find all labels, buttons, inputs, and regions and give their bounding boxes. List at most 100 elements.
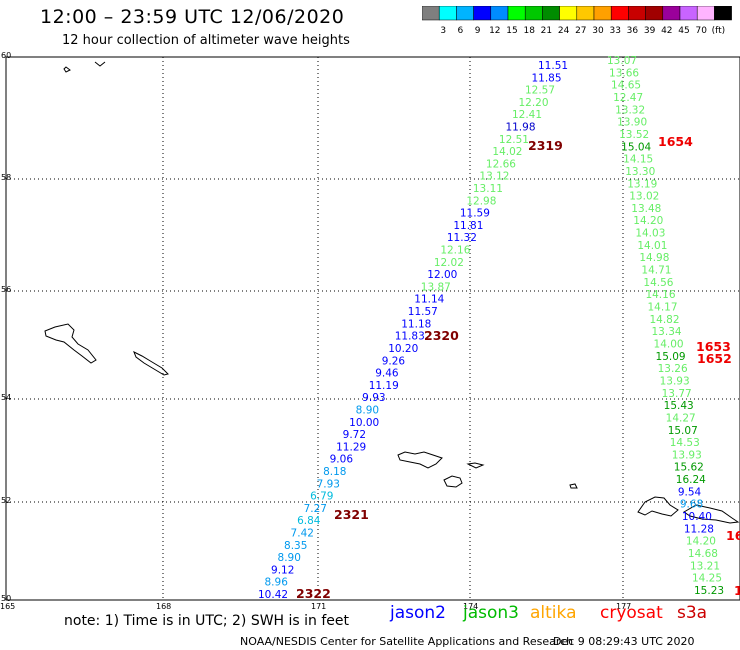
wave-height-value: 13.21 bbox=[690, 560, 720, 572]
legend-label: 21 bbox=[541, 26, 552, 36]
wave-height-value: 11.18 bbox=[401, 318, 431, 330]
longitude-label: 165 bbox=[0, 602, 15, 611]
wave-height-value: 13.32 bbox=[615, 104, 645, 116]
wave-height-value: 14.00 bbox=[654, 338, 684, 350]
wave-height-value: 14.02 bbox=[492, 146, 522, 158]
wave-height-value: 13.12 bbox=[479, 171, 509, 183]
wave-height-value: 7.93 bbox=[317, 478, 340, 490]
pass-time-label: 2321 bbox=[334, 507, 369, 522]
wave-height-value: 15.07 bbox=[668, 425, 698, 437]
legend-label: 42 bbox=[661, 26, 672, 36]
wave-height-value: 8.18 bbox=[323, 466, 346, 478]
wave-height-value: 6.84 bbox=[297, 515, 321, 527]
legend-label: 24 bbox=[558, 26, 570, 36]
wave-height-value: 14.25 bbox=[692, 573, 722, 585]
near-islands-agattu bbox=[443, 475, 463, 488]
wave-height-value: 14.15 bbox=[623, 154, 653, 166]
wave-height-value: 8.96 bbox=[265, 577, 289, 589]
wave-height-value: 13.19 bbox=[627, 178, 657, 190]
wave-height-value: 15.04 bbox=[621, 141, 651, 153]
jason3-track-2319: 11.5111.8512.5712.2012.4111.9812.5114.02… bbox=[258, 60, 568, 601]
wave-height-value: 9.12 bbox=[271, 564, 294, 576]
wave-height-value: 9.68 bbox=[680, 499, 703, 511]
wave-height-value: 15.23 bbox=[694, 585, 724, 597]
wave-height-value: 13.11 bbox=[473, 183, 503, 195]
wave-height-value: 9.93 bbox=[362, 392, 385, 404]
satellite-legend-s3a: s3a bbox=[677, 603, 708, 623]
wave-height-value: 14.27 bbox=[666, 412, 696, 424]
wave-height-value: 11.85 bbox=[531, 72, 561, 84]
legend-swatch bbox=[714, 6, 732, 21]
wave-height-value: 13.30 bbox=[625, 166, 655, 178]
near-islands-attu bbox=[397, 451, 443, 469]
wave-height-value: 10.40 bbox=[682, 511, 712, 523]
legend-label: 15 bbox=[506, 26, 517, 36]
wave-height-value: 13.90 bbox=[617, 117, 647, 129]
wave-height-value: 11.57 bbox=[408, 306, 438, 318]
wave-height-value: 14.53 bbox=[670, 437, 700, 449]
longitude-label: 177 bbox=[616, 602, 631, 611]
wave-height-value: 13.93 bbox=[672, 449, 702, 461]
wave-height-value: 13.77 bbox=[662, 388, 692, 400]
kamchatka-coast bbox=[63, 61, 106, 73]
wave-height-value: 13.66 bbox=[609, 67, 639, 79]
latitude-label: 54 bbox=[1, 393, 11, 402]
wave-height-value: 12.57 bbox=[525, 85, 555, 97]
page-title: 12:00 – 23:59 UTC 12/06/2020 bbox=[40, 6, 345, 28]
longitude-label: 174 bbox=[463, 602, 478, 611]
wave-height-value: 11.29 bbox=[336, 441, 366, 453]
wave-height-value: 7.42 bbox=[291, 527, 314, 539]
lat-lon-grid bbox=[6, 57, 740, 600]
wave-height-value: 10.20 bbox=[388, 343, 418, 355]
wave-height-value: 11.51 bbox=[538, 60, 568, 72]
legend-label: 12 bbox=[489, 26, 500, 36]
wave-height-value: 11.14 bbox=[414, 294, 444, 306]
wave-height-value: 13.07 bbox=[607, 55, 637, 67]
wave-height-value: 11.98 bbox=[505, 122, 535, 134]
wave-height-value: 13.48 bbox=[631, 203, 661, 215]
wave-height-value: 11.59 bbox=[460, 208, 490, 220]
map-frame bbox=[5, 56, 740, 601]
latitude-label: 52 bbox=[1, 496, 11, 505]
page-subtitle: 12 hour collection of altimeter wave hei… bbox=[62, 33, 350, 48]
legend-label: (ft) bbox=[712, 26, 726, 36]
wave-height-value: 12.98 bbox=[466, 195, 496, 207]
wave-height-value: 11.19 bbox=[369, 380, 399, 392]
legend-label: 45 bbox=[678, 26, 689, 36]
wave-height-value: 8.35 bbox=[284, 540, 307, 552]
wave-height-value: 12.51 bbox=[499, 134, 529, 146]
latitude-label: 58 bbox=[1, 173, 11, 182]
wave-height-value: 9.06 bbox=[330, 454, 354, 466]
wave-height-value: 8.90 bbox=[278, 552, 301, 564]
cryosat-track-1654: 13.0713.6614.6512.4713.3213.9013.5215.04… bbox=[607, 55, 724, 597]
wave-height-value: 7.27 bbox=[304, 503, 327, 515]
wave-height-value: 14.71 bbox=[641, 265, 671, 277]
wave-height-value: 12.47 bbox=[613, 92, 643, 104]
wave-height-value: 11.28 bbox=[684, 523, 714, 535]
wave-height-value: 9.26 bbox=[382, 355, 406, 367]
generation-timestamp: Dec 9 08:29:43 UTC 2020 bbox=[553, 635, 695, 648]
wave-height-value: 14.16 bbox=[645, 289, 675, 301]
wave-height-value: 11.83 bbox=[395, 331, 425, 343]
wave-height-value: 15.43 bbox=[664, 400, 694, 412]
wave-height-value: 10.00 bbox=[349, 417, 379, 429]
bering-island bbox=[44, 323, 97, 364]
wave-height-value: 14.98 bbox=[639, 252, 669, 264]
legend-label: 33 bbox=[609, 26, 620, 36]
pass-time-label: 2319 bbox=[528, 138, 563, 153]
semichi-islands bbox=[466, 462, 485, 469]
satellite-legend-jason2: jason2 bbox=[390, 603, 446, 623]
buldir-island bbox=[569, 483, 578, 489]
wave-height-value: 14.82 bbox=[649, 314, 679, 326]
wave-height-value: 13.52 bbox=[619, 129, 649, 141]
wave-height-value: 14.17 bbox=[647, 302, 677, 314]
credit-line: NOAA/NESDIS Center for Satellite Applica… bbox=[240, 635, 574, 648]
pass-time-label: 1653 bbox=[696, 339, 731, 354]
pass-time-label: 1652 bbox=[697, 351, 732, 366]
wave-height-value: 12.02 bbox=[434, 257, 464, 269]
wave-height-value: 10.42 bbox=[258, 589, 288, 601]
wave-height-value: 14.20 bbox=[633, 215, 663, 227]
latitude-label: 50 bbox=[1, 594, 11, 603]
latitude-labels: 60 58 56 54 52 50 bbox=[1, 51, 11, 603]
